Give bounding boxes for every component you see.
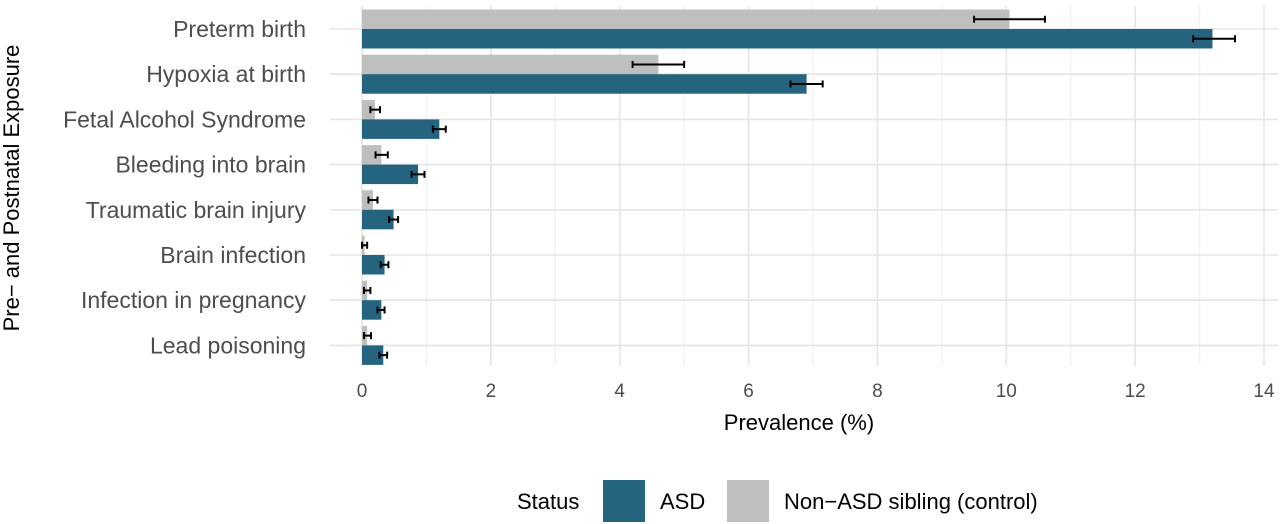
bar-asd-fetal-alcohol-syndrome [362, 119, 440, 139]
bar-asd-preterm-birth [362, 29, 1213, 49]
bar-asd-bleeding-into-brain [362, 164, 419, 185]
x-tick-layer: 0 2 4 6 8 10 12 14 [357, 381, 1275, 402]
bar-control-fetal-alcohol-syndrome [362, 99, 375, 120]
error-bar-asd-bleeding-into-brain [410, 170, 426, 178]
bar-asd-lead-poisoning [362, 345, 384, 365]
error-bar-control-lead-poisoning [362, 332, 373, 340]
y-axis-title: Pre− and Postnatal Exposure [0, 45, 24, 332]
bar-control-hypoxia-at-birth [362, 54, 659, 75]
category-label-traumatic-brain-injury: Traumatic brain injury [86, 197, 307, 223]
x-tick-label: 0 [357, 381, 368, 402]
error-bar-asd-hypoxia-at-birth [789, 80, 824, 88]
legend-label-asd: ASD [660, 489, 705, 514]
bar-asd-hypoxia-at-birth [362, 74, 807, 94]
legend-swatch-control [727, 480, 769, 522]
legend-title: Status [517, 489, 579, 514]
legend-label-control: Non−ASD sibling (control) [784, 489, 1038, 514]
category-label-fetal-alcohol-syndrome: Fetal Alcohol Syndrome [63, 106, 306, 132]
x-tick-label: 10 [996, 381, 1017, 402]
category-label-preterm-birth: Preterm birth [173, 16, 306, 42]
error-bar-control-preterm-birth [973, 15, 1046, 23]
error-bar-control-infection-in-pregnancy [362, 286, 372, 294]
x-axis-title: Prevalence (%) [724, 410, 874, 435]
category-label-brain-infection: Brain infection [160, 242, 306, 268]
x-tick-label: 12 [1125, 381, 1146, 402]
bar-asd-infection-in-pregnancy [362, 300, 382, 320]
error-bar-asd-infection-in-pregnancy [376, 306, 386, 314]
category-label-infection-in-pregnancy: Infection in pregnancy [81, 287, 307, 313]
category-label-bleeding-into-brain: Bleeding into brain [115, 152, 306, 178]
error-bar-control-fetal-alcohol-syndrome [369, 106, 382, 114]
x-tick-label: 4 [614, 381, 625, 402]
legend-swatch-asd [603, 480, 645, 522]
x-tick-label: 2 [486, 381, 497, 402]
error-bar-asd-traumatic-brain-injury [388, 216, 400, 224]
legend: Status ASD Non−ASD sibling (control) [517, 480, 1038, 522]
x-tick-label: 6 [743, 381, 754, 402]
bar-control-bleeding-into-brain [362, 145, 382, 165]
bar-asd-brain-infection [362, 255, 385, 275]
error-bar-asd-brain-infection [379, 261, 390, 269]
error-bar-control-hypoxia-at-birth [631, 60, 686, 68]
error-bar-asd-lead-poisoning [378, 351, 389, 359]
x-tick-label: 14 [1253, 381, 1275, 402]
bar-asd-traumatic-brain-injury [362, 209, 394, 230]
x-tick-label: 8 [872, 381, 883, 402]
bar-control-preterm-birth [362, 9, 1010, 29]
error-bar-asd-preterm-birth [1192, 35, 1237, 43]
error-bar-control-bleeding-into-brain [374, 151, 389, 159]
category-label-lead-poisoning: Lead poisoning [150, 332, 306, 358]
category-label-layer: Preterm birth Hypoxia at birth Fetal Alcoh… [63, 16, 306, 358]
error-bar-control-traumatic-brain-injury [367, 196, 379, 204]
error-bar-control-brain-infection [361, 241, 369, 249]
error-bar-layer [361, 15, 1237, 359]
bar-layer [362, 9, 1213, 365]
error-bar-asd-fetal-alcohol-syndrome [431, 125, 447, 133]
category-label-hypoxia-at-birth: Hypoxia at birth [146, 61, 306, 87]
